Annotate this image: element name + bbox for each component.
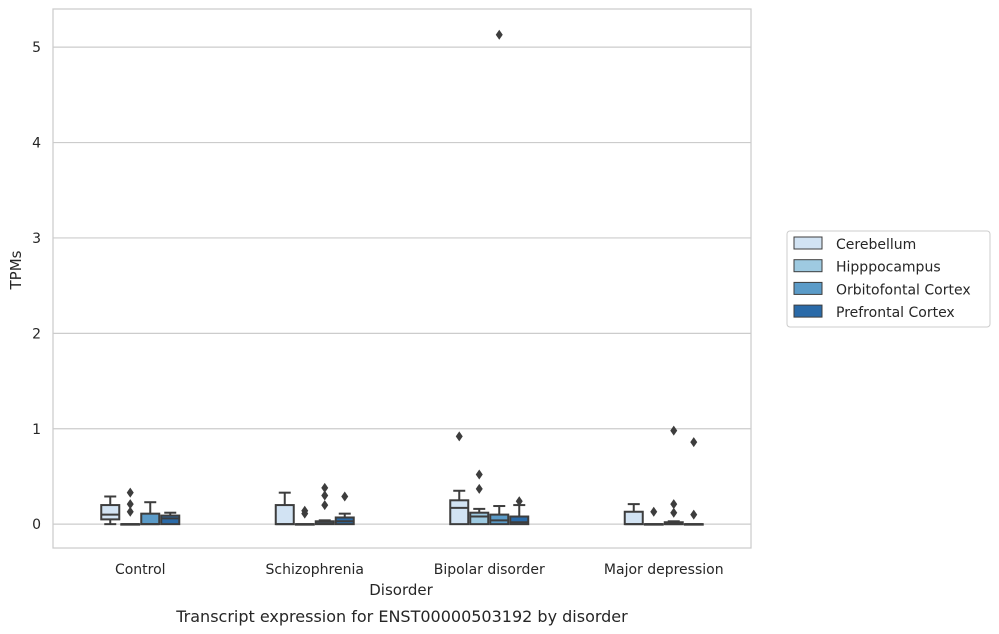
box-plot <box>120 487 141 526</box>
box-plot <box>140 501 161 526</box>
box-plot <box>643 506 664 526</box>
x-tick-label: Schizophrenia <box>266 562 364 578</box>
box-iqr <box>623 510 644 526</box>
outlier-point <box>670 507 678 518</box>
y-tick-label: 3 <box>32 231 41 247</box>
box-layer <box>100 29 704 526</box>
outlier-point <box>690 437 698 448</box>
box-plot <box>334 491 355 526</box>
box-plot <box>469 469 490 526</box>
legend-swatch <box>793 281 823 295</box>
plot-frame <box>52 8 752 549</box>
y-tick-label: 1 <box>32 422 41 438</box>
box-plot <box>663 425 684 526</box>
box-plot <box>100 495 121 526</box>
box-plot <box>274 491 295 526</box>
y-tick-label: 4 <box>32 136 41 152</box>
y-tick-label: 0 <box>32 517 41 533</box>
outlier-point <box>475 483 483 494</box>
outlier-point <box>321 490 329 501</box>
box-plot <box>160 511 181 526</box>
outlier-point <box>126 487 134 498</box>
y-tick-label: 2 <box>32 326 41 342</box>
x-tick-labels: Control Schizophrenia Bipolar disorder Majo… <box>115 562 724 578</box>
outlier-point <box>475 469 483 480</box>
outlier-point <box>341 491 349 502</box>
x-tick-label: Control <box>115 562 166 578</box>
x-axis-label: Disorder <box>369 581 433 599</box>
box-iqr <box>100 504 121 521</box>
outlier-point <box>126 506 134 517</box>
y-tick-labels: 0 1 2 3 4 5 <box>32 40 41 533</box>
outlier-point <box>321 500 329 511</box>
box-plot <box>623 503 644 526</box>
box-iqr <box>469 511 490 526</box>
box-iqr <box>160 514 181 526</box>
legend-label: Hipppocampus <box>836 260 941 276</box>
legend-label: Prefrontal Cortex <box>836 305 955 321</box>
outlier-point <box>670 425 678 436</box>
box-plot <box>294 505 315 526</box>
outlier-point <box>126 499 134 510</box>
outlier-point <box>515 496 523 507</box>
legend: Cerebellum Hipppocampus Orbitofontal Corte… <box>786 230 991 328</box>
box-iqr <box>509 515 530 526</box>
box-iqr <box>140 512 161 526</box>
chart-caption: Transcript expression for ENST0000050319… <box>175 607 628 626</box>
y-tick-label: 5 <box>32 40 41 56</box>
box-iqr <box>274 504 295 526</box>
box-plot <box>314 482 335 526</box>
outlier-point <box>495 29 503 40</box>
legend-swatch <box>793 304 823 318</box>
x-tick-label: Bipolar disorder <box>434 562 545 578</box>
box-plot <box>449 431 470 526</box>
legend-label: Cerebellum <box>836 237 916 253</box>
legend-swatch <box>793 236 823 250</box>
outlier-point <box>650 506 658 517</box>
outlier-point <box>455 431 463 442</box>
outlier-point <box>670 499 678 510</box>
box-plot <box>509 496 530 526</box>
box-plot <box>489 29 510 526</box>
plot-area-background <box>53 9 751 548</box>
y-axis-label: TPMs <box>7 250 25 290</box>
outlier-point <box>690 509 698 520</box>
x-tick-label: Major depression <box>604 562 724 578</box>
outlier-point <box>321 482 329 493</box>
legend-frame <box>786 230 991 328</box>
legend-label: Orbitofontal Cortex <box>836 282 971 298</box>
box-iqr <box>449 499 470 526</box>
outlier-point <box>301 505 309 516</box>
legend-swatch <box>793 259 823 273</box>
box-plot <box>683 437 704 526</box>
